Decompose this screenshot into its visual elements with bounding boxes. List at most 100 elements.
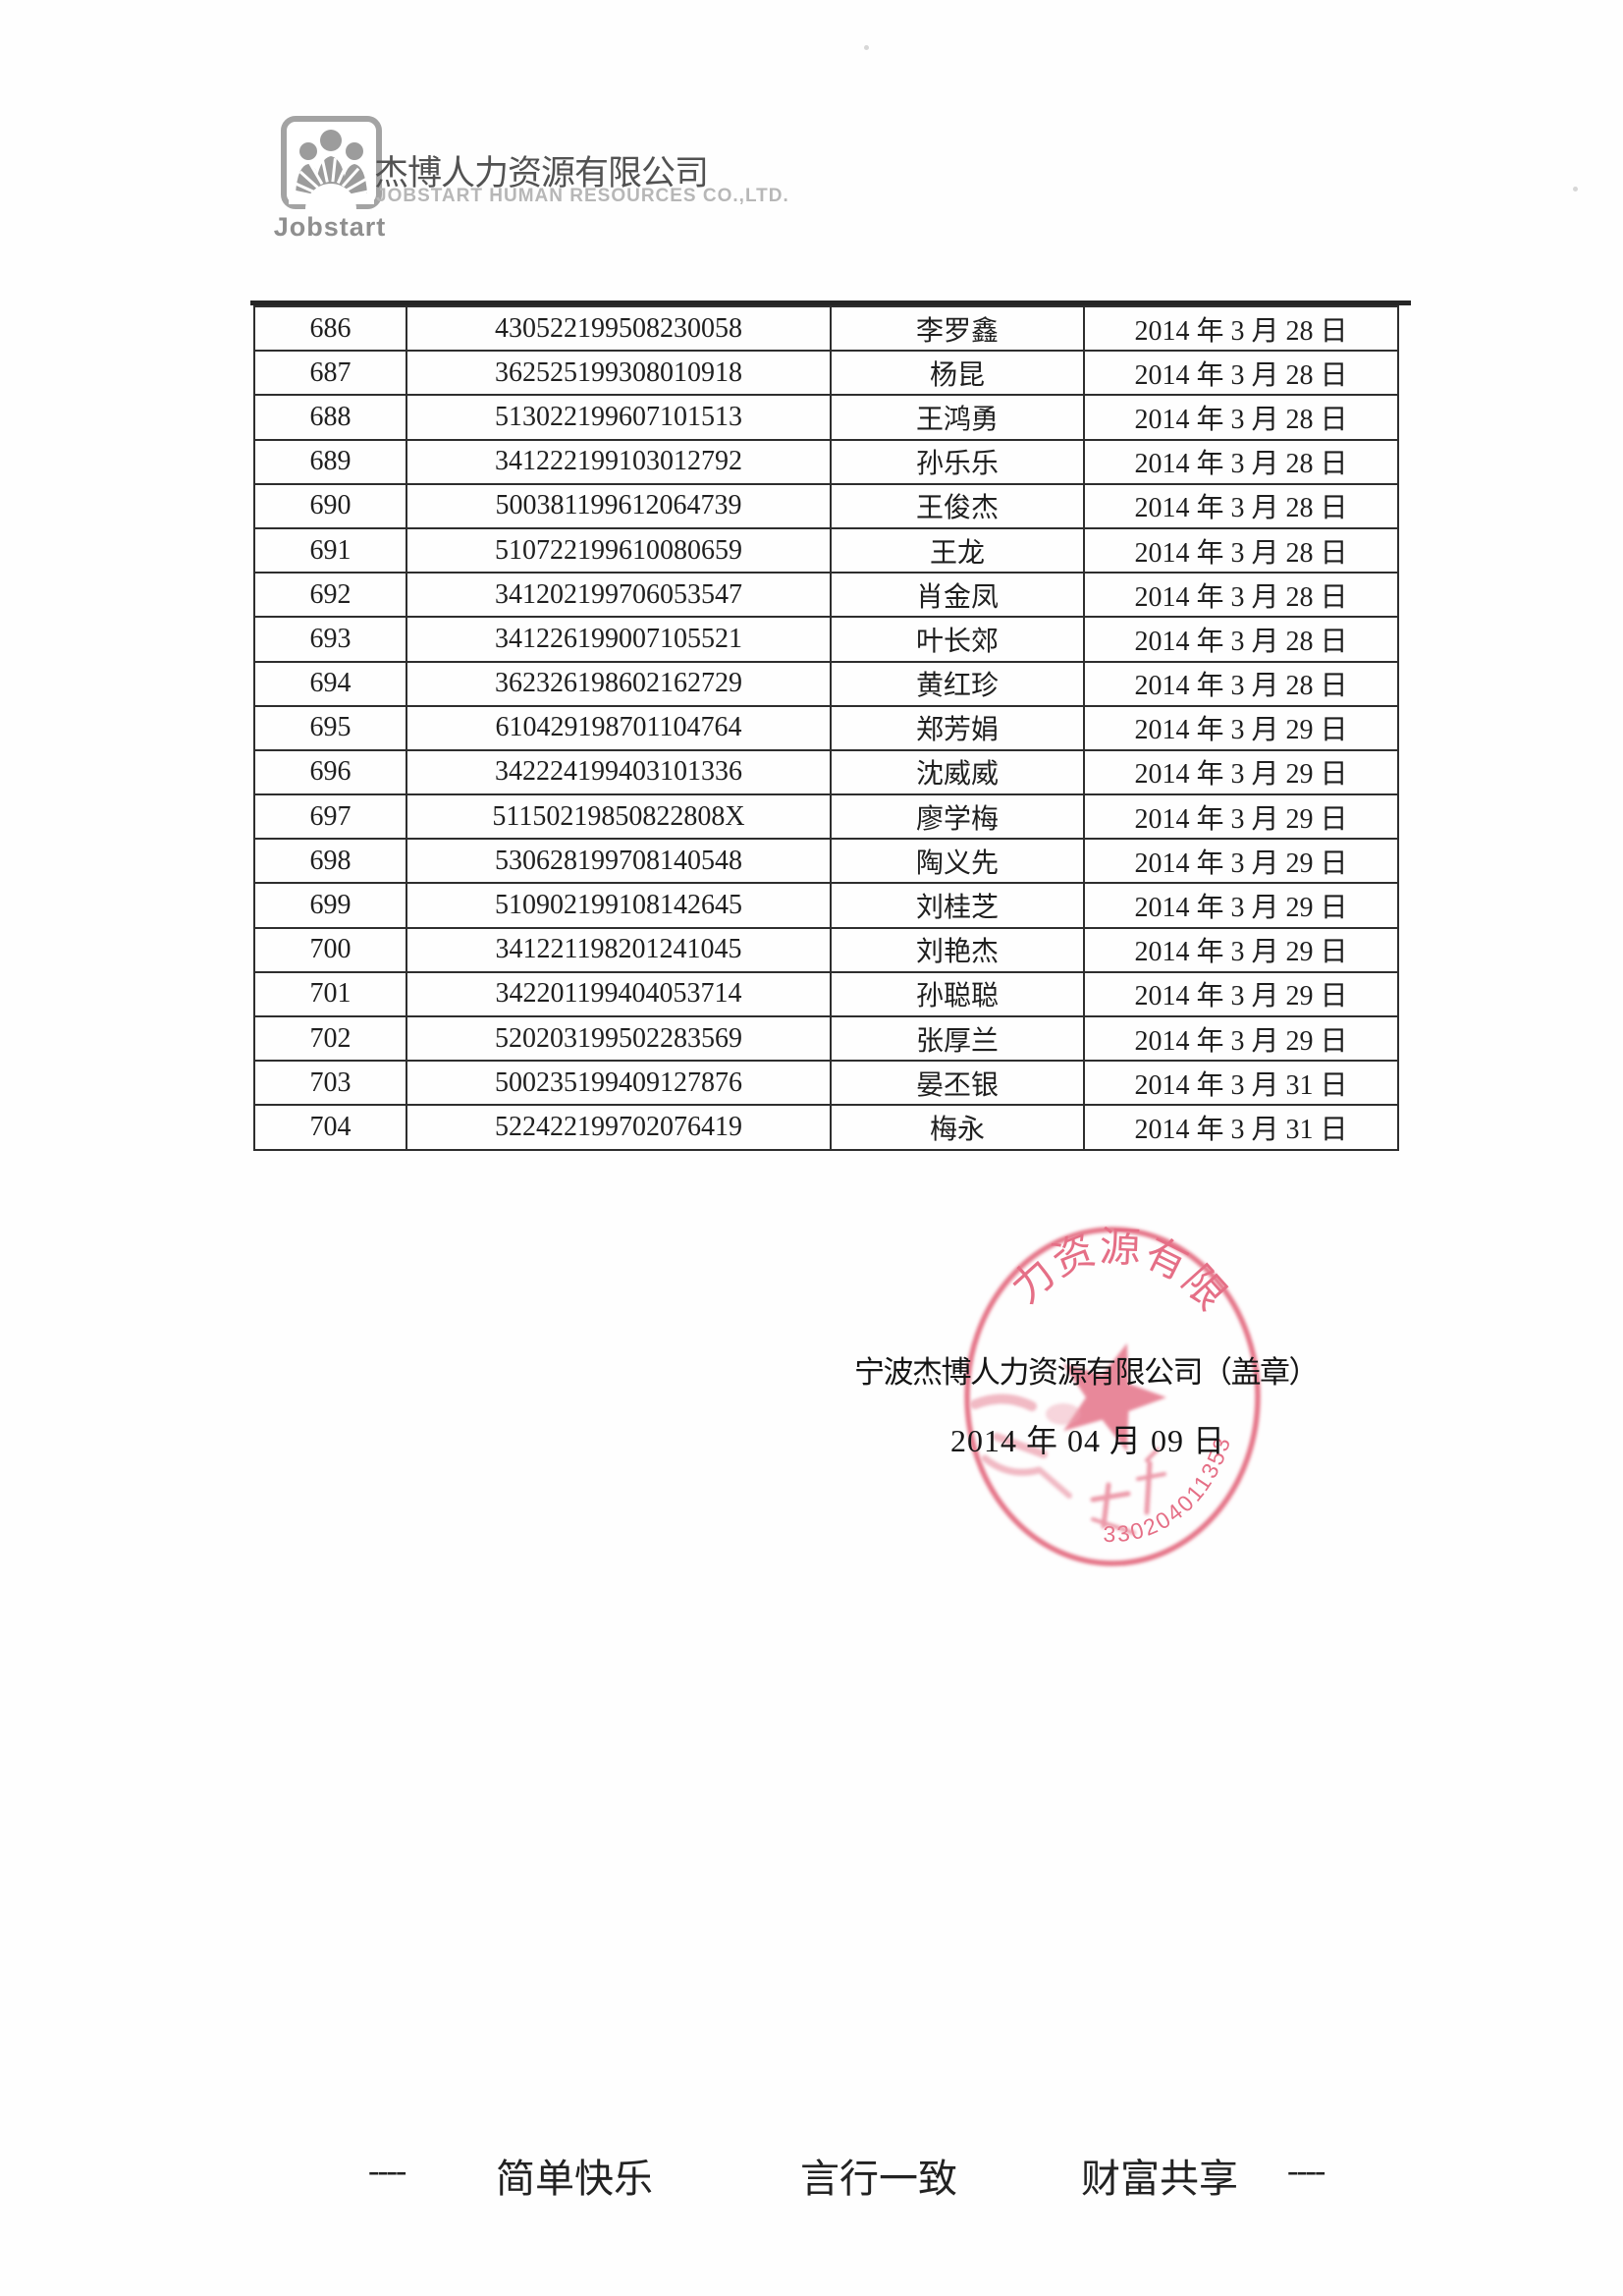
row-date-cell: 2014 年 3 月 29 日	[1083, 793, 1399, 841]
table-row: 704 522422199702076419 梅永 2014 年 3 月 31 日	[253, 1104, 1399, 1151]
row-name-cell: 郑芳娟	[830, 704, 1085, 751]
table-top-rule	[250, 301, 1411, 305]
row-id-cell: 430522199508230058	[406, 304, 832, 353]
row-name-cell: 沈威威	[830, 748, 1085, 796]
signoff-date-line: 2014 年 04 月 09 日	[950, 1423, 1226, 1458]
row-name-cell: 王龙	[830, 526, 1085, 574]
logo-baseline-mask	[289, 199, 374, 204]
seal-bottom-glyph-smudges	[1090, 1448, 1166, 1535]
row-name-cell: 杨昆	[830, 350, 1085, 397]
row-name-cell: 刘艳杰	[830, 926, 1085, 973]
table-row: 697 51150219850822808X 廖学梅 2014 年 3 月 29 日	[253, 793, 1399, 841]
row-no-cell: 701	[253, 970, 407, 1018]
table-row: 687 362525199308010918 杨昆 2014 年 3 月 28 日	[253, 350, 1399, 397]
row-date-cell: 2014 年 3 月 31 日	[1083, 1104, 1399, 1151]
row-no-cell: 688	[253, 394, 407, 441]
seal-ink-smudges	[970, 1394, 1081, 1499]
table-row: 698 530628199708140548 陶义先 2014 年 3 月 29 日	[253, 838, 1399, 885]
row-id-cell: 500235199409127876	[406, 1060, 832, 1107]
row-name-cell: 孙乐乐	[830, 438, 1085, 485]
footer-dashes-left: ----	[368, 2153, 406, 2189]
row-no-cell: 694	[253, 660, 407, 707]
table-row: 686 430522199508230058 李罗鑫 2014 年 3 月 28 日	[253, 304, 1399, 353]
row-date-cell: 2014 年 3 月 29 日	[1083, 838, 1399, 885]
row-id-cell: 341226199007105521	[406, 616, 832, 663]
table-row: 692 341202199706053547 肖金凤 2014 年 3 月 28 日	[253, 572, 1399, 619]
row-date-cell: 2014 年 3 月 29 日	[1083, 748, 1399, 796]
footer-slogan-1: 简单快乐	[496, 2157, 653, 2201]
table-row: 691 510722199610080659 王龙 2014 年 3 月 28 日	[253, 526, 1399, 574]
row-id-cell: 510722199610080659	[406, 526, 832, 574]
row-date-cell: 2014 年 3 月 29 日	[1083, 882, 1399, 929]
table-row: 700 341221198201241045 刘艳杰 2014 年 3 月 29 日	[253, 926, 1399, 973]
row-name-cell: 王俊杰	[830, 482, 1085, 529]
row-name-cell: 刘桂芝	[830, 882, 1085, 929]
row-no-cell: 703	[253, 1060, 407, 1107]
signoff-company-line: 宁波杰博人力资源有限公司（盖章）	[854, 1355, 1320, 1390]
company-name-cn: 杰博人力资源有限公司	[374, 154, 709, 192]
scan-speck	[864, 45, 869, 50]
row-id-cell: 522422199702076419	[406, 1104, 832, 1151]
row-date-cell: 2014 年 3 月 29 日	[1083, 1014, 1399, 1063]
table-row: 699 510902199108142645 刘桂芝 2014 年 3 月 29 日	[253, 882, 1399, 929]
row-name-cell: 黄红珍	[830, 660, 1085, 707]
row-id-cell: 341202199706053547	[406, 572, 832, 619]
row-id-cell: 341222199103012792	[406, 438, 832, 485]
row-date-cell: 2014 年 3 月 28 日	[1083, 526, 1399, 574]
row-name-cell: 张厚兰	[830, 1014, 1085, 1063]
row-date-cell: 2014 年 3 月 29 日	[1083, 704, 1399, 751]
row-id-cell: 610429198701104764	[406, 704, 832, 751]
row-id-cell: 520203199502283569	[406, 1014, 832, 1063]
row-name-cell: 廖学梅	[830, 793, 1085, 841]
row-id-cell: 51150219850822808X	[406, 793, 832, 841]
row-no-cell: 686	[253, 304, 407, 353]
footer-dashes-right: ----	[1287, 2153, 1325, 2189]
table-row: 690 500381199612064739 王俊杰 2014 年 3 月 28 日	[253, 482, 1399, 529]
row-id-cell: 513022199607101513	[406, 394, 832, 441]
table-row: 688 513022199607101513 王鸿勇 2014 年 3 月 28 日	[253, 394, 1399, 441]
scan-speck	[1573, 187, 1578, 191]
row-id-cell: 500381199612064739	[406, 482, 832, 529]
row-name-cell: 王鸿勇	[830, 394, 1085, 441]
footer-slogan-2: 言行一致	[800, 2157, 957, 2201]
row-date-cell: 2014 年 3 月 31 日	[1083, 1060, 1399, 1107]
row-date-cell: 2014 年 3 月 28 日	[1083, 304, 1399, 353]
row-id-cell: 341221198201241045	[406, 926, 832, 973]
table-row: 689 341222199103012792 孙乐乐 2014 年 3 月 28 日	[253, 438, 1399, 485]
row-name-cell: 叶长郊	[830, 616, 1085, 663]
row-no-cell: 695	[253, 704, 407, 751]
table-row: 695 610429198701104764 郑芳娟 2014 年 3 月 29 日	[253, 704, 1399, 751]
row-no-cell: 691	[253, 526, 407, 574]
table-row: 694 362326198602162729 黄红珍 2014 年 3 月 28 日	[253, 660, 1399, 707]
row-date-cell: 2014 年 3 月 29 日	[1083, 970, 1399, 1018]
footer-slogan-3: 财富共享	[1081, 2157, 1238, 2201]
row-id-cell: 362326198602162729	[406, 660, 832, 707]
row-no-cell: 687	[253, 350, 407, 397]
row-no-cell: 690	[253, 482, 407, 529]
table-row: 703 500235199409127876 晏丕银 2014 年 3 月 31 日	[253, 1060, 1399, 1107]
row-date-cell: 2014 年 3 月 28 日	[1083, 572, 1399, 619]
row-no-cell: 702	[253, 1014, 407, 1063]
row-date-cell: 2014 年 3 月 28 日	[1083, 394, 1399, 441]
row-date-cell: 2014 年 3 月 28 日	[1083, 616, 1399, 663]
table-row: 701 342201199404053714 孙聪聪 2014 年 3 月 29 日	[253, 970, 1399, 1018]
row-no-cell: 700	[253, 926, 407, 973]
row-no-cell: 689	[253, 438, 407, 485]
jobstart-logo-icon	[281, 116, 382, 210]
sun-rays	[290, 158, 372, 197]
row-id-cell: 510902199108142645	[406, 882, 832, 929]
seal-ring	[964, 1227, 1261, 1566]
row-id-cell: 342224199403101336	[406, 748, 832, 796]
row-no-cell: 692	[253, 572, 407, 619]
table-row: 702 520203199502283569 张厚兰 2014 年 3 月 29 日	[253, 1014, 1399, 1063]
row-no-cell: 704	[253, 1104, 407, 1151]
table-row: 696 342224199403101336 沈威威 2014 年 3 月 29 日	[253, 748, 1399, 796]
row-id-cell: 362525199308010918	[406, 350, 832, 397]
row-date-cell: 2014 年 3 月 28 日	[1083, 350, 1399, 397]
row-name-cell: 李罗鑫	[830, 304, 1085, 353]
row-name-cell: 孙聪聪	[830, 970, 1085, 1018]
row-no-cell: 699	[253, 882, 407, 929]
